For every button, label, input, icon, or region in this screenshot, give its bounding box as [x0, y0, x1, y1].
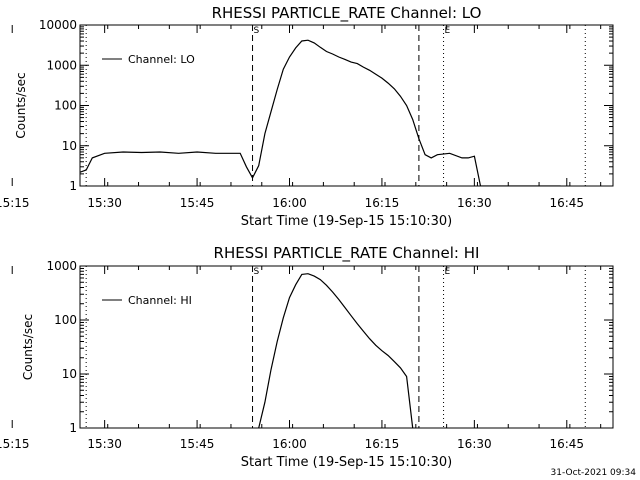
y-tick-label: 1 — [69, 421, 77, 435]
marker-label: E — [445, 267, 451, 277]
date-stamp: 31-Oct-2021 09:34 — [551, 468, 637, 478]
x-tick-label: 16:00 — [272, 196, 307, 210]
x-axis-label: Start Time (19-Sep-15 15:10:30) — [241, 455, 452, 470]
y-axis-label: Counts/sec — [21, 314, 35, 380]
x-axis-label: Start Time (19-Sep-15 15:10:30) — [241, 214, 452, 229]
series-line — [258, 273, 414, 428]
x-tick-label: 15:45 — [180, 437, 215, 451]
x-tick-label: 16:30 — [457, 437, 492, 451]
y-tick-label: 10000 — [39, 18, 77, 32]
x-tick-label: 15:15 — [0, 196, 30, 210]
x-tick-label: 15:15 — [0, 437, 30, 451]
x-tick-label: 16:30 — [457, 196, 492, 210]
y-tick-label: 100 — [54, 99, 77, 113]
x-tick-label: 16:00 — [272, 437, 307, 451]
marker-label: E — [445, 26, 451, 36]
chart-title: RHESSI PARTICLE_RATE Channel: LO — [212, 4, 482, 23]
x-tick-label: 15:30 — [87, 196, 122, 210]
x-tick-label: 16:15 — [365, 437, 400, 451]
chart-title: RHESSI PARTICLE_RATE Channel: HI — [214, 244, 480, 263]
y-tick-label: 10 — [62, 139, 77, 153]
y-tick-label: 100 — [54, 313, 77, 327]
y-tick-label: 10 — [62, 367, 77, 381]
legend-label: Channel: HI — [128, 294, 192, 307]
plot-frame — [79, 265, 614, 429]
x-tick-label: 15:30 — [87, 437, 122, 451]
x-tick-label: 16:15 — [365, 196, 400, 210]
x-tick-label: 15:45 — [180, 196, 215, 210]
y-tick-label: 1 — [69, 179, 77, 193]
y-tick-label: 1000 — [46, 58, 77, 72]
x-tick-label: 16:45 — [549, 196, 584, 210]
chart-panel-hi: RHESSI PARTICLE_RATE Channel: HI Counts/s… — [0, 244, 614, 470]
legend-label: Channel: LO — [128, 53, 195, 66]
marker-label: S — [254, 26, 260, 36]
y-tick-label: 1000 — [46, 259, 77, 273]
marker-label: S — [254, 267, 260, 277]
chart-panel-lo: RHESSI PARTICLE_RATE Channel: LO Counts/s… — [0, 4, 614, 229]
series-line — [80, 39, 561, 186]
x-tick-label: 16:45 — [549, 437, 584, 451]
plot-frame — [79, 24, 614, 187]
y-axis-label: Counts/sec — [14, 72, 28, 138]
